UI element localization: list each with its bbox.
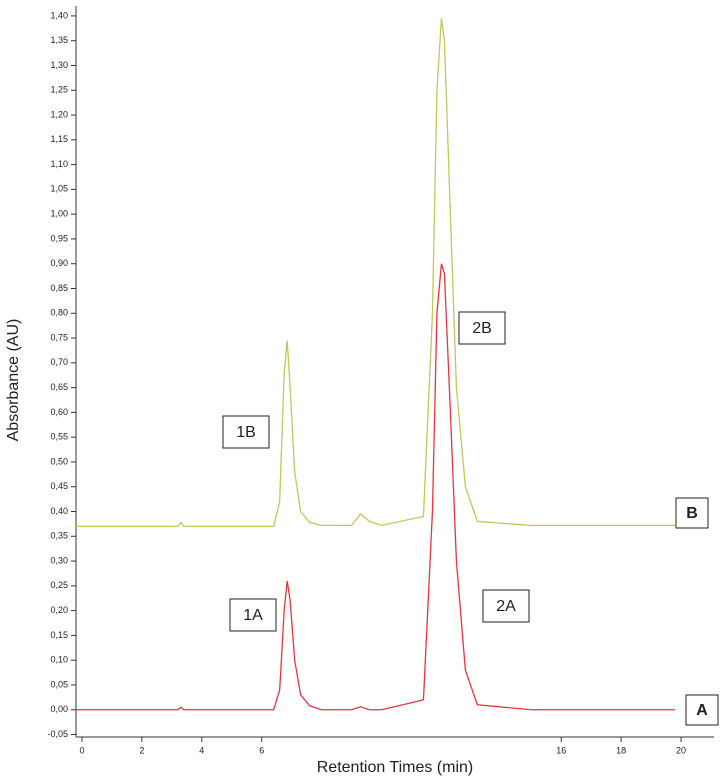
y-tick-label: 0,40: [50, 506, 68, 516]
y-tick-label: 1,35: [50, 35, 68, 45]
x-axis-label: Retention Times (min): [317, 759, 474, 776]
x-tick-label: 18: [616, 745, 626, 755]
y-tick-label: 1,05: [50, 184, 68, 194]
y-tick-label: 0,55: [50, 432, 68, 442]
y-tick-label: -0,05: [47, 729, 68, 739]
annotation-box: [222, 415, 270, 449]
y-tick-label: 0,50: [50, 456, 68, 466]
y-tick-label: 0,90: [50, 258, 68, 268]
x-tick-label: 16: [556, 745, 566, 755]
y-tick-label: 0,15: [50, 630, 68, 640]
legend-box: [685, 694, 719, 726]
annotation: 2A: [496, 598, 516, 615]
annotation-box: [482, 589, 530, 623]
y-tick-label: 0,70: [50, 357, 68, 367]
legend-label: A: [696, 702, 708, 719]
y-tick-label: 0,95: [50, 233, 68, 243]
x-tick-label: 4: [199, 745, 204, 755]
y-tick-label: 0,65: [50, 382, 68, 392]
y-tick-label: 1,20: [50, 109, 68, 119]
y-tick-label: 0,60: [50, 407, 68, 417]
y-tick-label: 1,40: [50, 10, 68, 20]
annotation: 1A: [243, 607, 263, 624]
annotation: 2B: [472, 320, 492, 337]
annotation-box: [229, 598, 277, 632]
y-tick-label: 0,05: [50, 679, 68, 689]
legend-box: [675, 497, 709, 529]
y-tick-label: 0,85: [50, 283, 68, 293]
y-tick-label: 0,30: [50, 555, 68, 565]
y-tick-label: 0,45: [50, 481, 68, 491]
series-line: [76, 263, 676, 711]
x-tick-label: 20: [676, 745, 686, 755]
y-tick-label: 1,15: [50, 134, 68, 144]
y-tick-label: 0,20: [50, 605, 68, 615]
y-tick-label: 0,80: [50, 308, 68, 318]
series-line: [76, 18, 676, 528]
y-tick-label: 1,10: [50, 159, 68, 169]
y-tick-label: 0,35: [50, 531, 68, 541]
y-tick-label: 0,10: [50, 655, 68, 665]
x-tick-label: 6: [259, 745, 264, 755]
x-tick-label: 0: [79, 745, 84, 755]
annotation-box: [458, 311, 506, 345]
annotation: 1B: [236, 424, 256, 441]
y-tick-label: 0,75: [50, 332, 68, 342]
y-tick-label: 1,25: [50, 85, 68, 95]
y-tick-label: 0,25: [50, 580, 68, 590]
y-tick-label: 1,30: [50, 60, 68, 70]
legend-label: B: [686, 505, 698, 522]
y-axis-label: Absorbance (AU): [5, 319, 22, 442]
y-tick-label: 1,00: [50, 209, 68, 219]
x-tick-label: 2: [139, 745, 144, 755]
y-tick-label: 0,00: [50, 704, 68, 714]
